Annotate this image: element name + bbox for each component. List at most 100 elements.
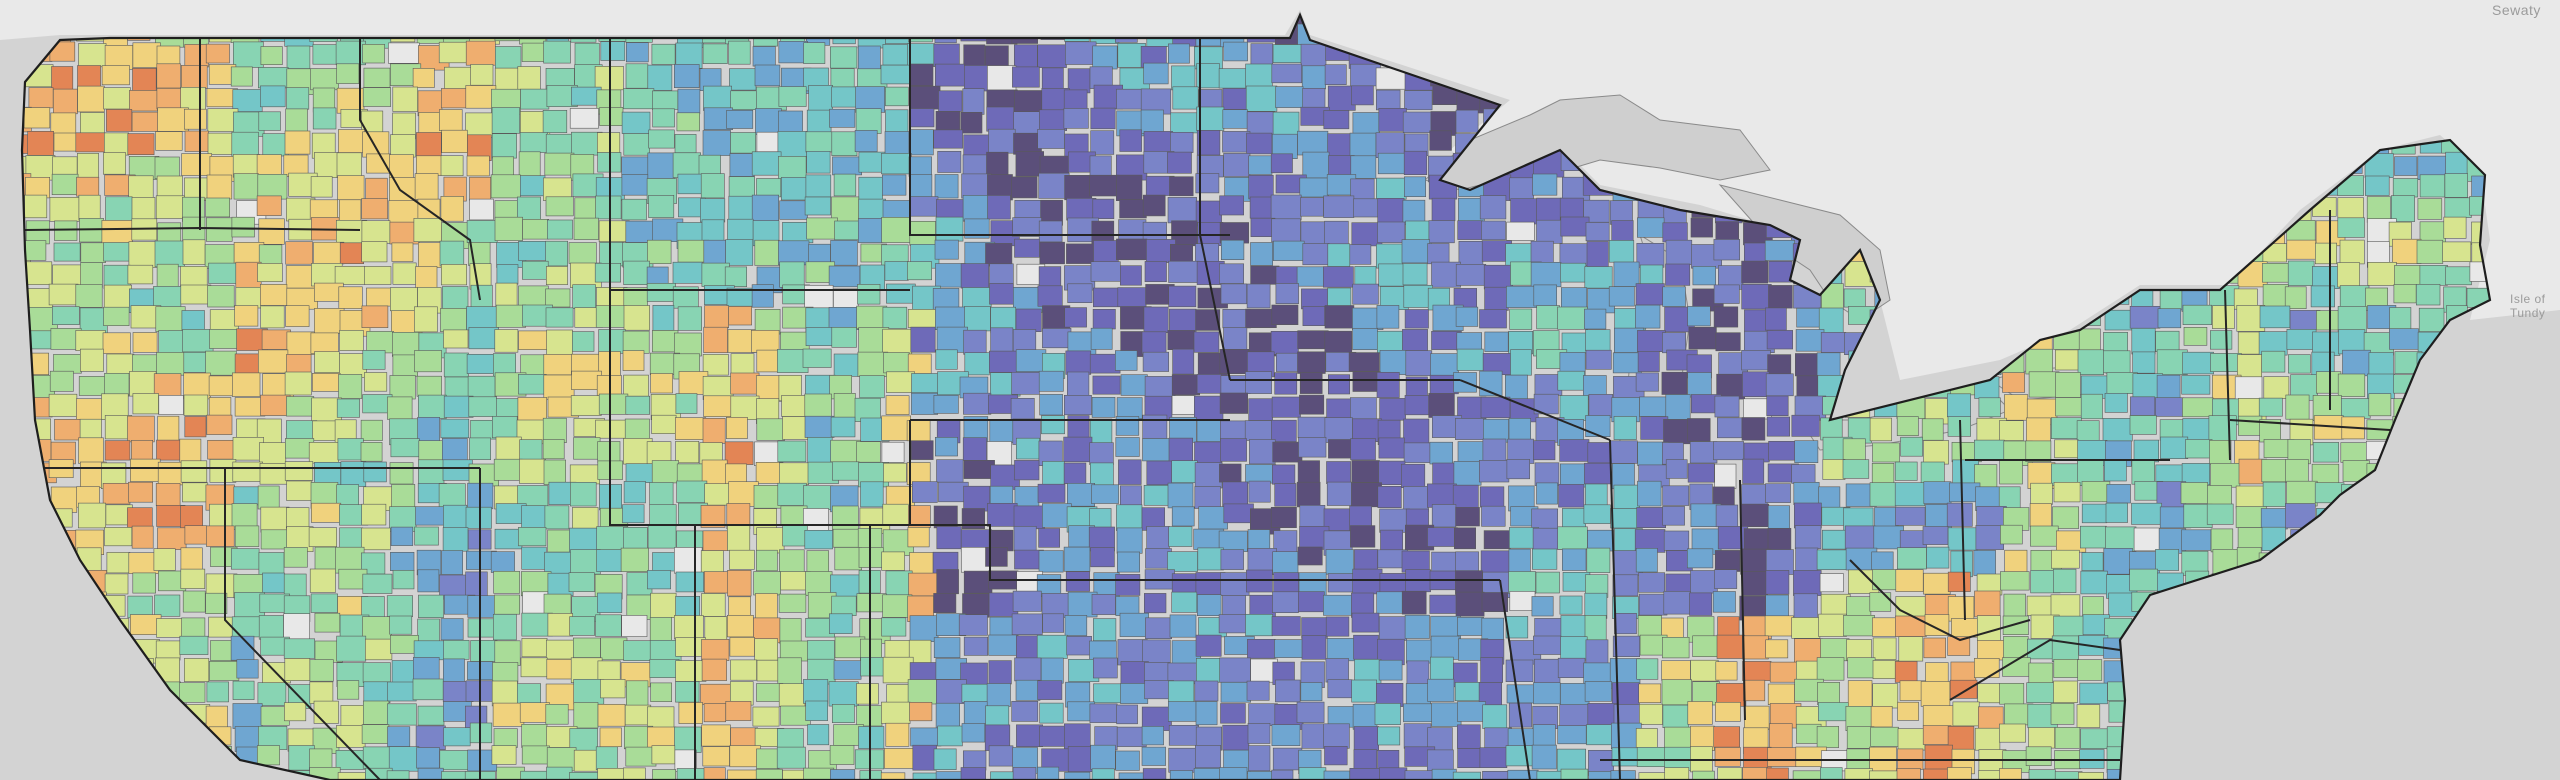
county-cell[interactable]: [1323, 266, 1354, 288]
county-cell[interactable]: [1793, 481, 1820, 505]
county-cell[interactable]: [1088, 526, 1115, 552]
county-cell[interactable]: [1481, 592, 1509, 613]
county-cell[interactable]: [1271, 63, 1303, 84]
county-cell[interactable]: [1349, 767, 1382, 780]
county-cell[interactable]: [729, 637, 755, 657]
county-cell[interactable]: [1613, 484, 1640, 510]
county-cell[interactable]: [2081, 552, 2104, 571]
county-cell[interactable]: [362, 616, 392, 641]
county-cell[interactable]: [829, 745, 855, 765]
county-cell[interactable]: [362, 700, 390, 725]
county-cell[interactable]: [206, 174, 233, 200]
county-cell[interactable]: [417, 569, 440, 593]
county-cell[interactable]: [756, 748, 780, 769]
county-cell[interactable]: [364, 638, 393, 661]
county-cell[interactable]: [232, 703, 263, 729]
county-cell[interactable]: [909, 552, 934, 575]
county-cell[interactable]: [2157, 308, 2182, 329]
county-cell[interactable]: [828, 613, 853, 634]
county-cell[interactable]: [1349, 244, 1372, 265]
county-cell[interactable]: [1796, 307, 1821, 328]
county-cell[interactable]: [496, 264, 519, 285]
county-cell[interactable]: [1454, 682, 1483, 702]
county-cell[interactable]: [2132, 351, 2156, 374]
county-cell[interactable]: [964, 305, 991, 332]
county-cell[interactable]: [1895, 615, 1927, 637]
county-cell[interactable]: [1505, 374, 1528, 400]
county-cell[interactable]: [1533, 284, 1558, 307]
county-cell[interactable]: [1429, 130, 1452, 151]
county-cell[interactable]: [314, 612, 341, 633]
county-cell[interactable]: [1895, 506, 1926, 526]
county-cell[interactable]: [131, 439, 153, 460]
county-cell[interactable]: [599, 242, 624, 267]
county-cell[interactable]: [412, 678, 444, 701]
county-cell[interactable]: [676, 463, 705, 484]
county-cell[interactable]: [751, 194, 780, 222]
county-cell[interactable]: [728, 306, 753, 326]
county-cell[interactable]: [206, 525, 235, 547]
county-cell[interactable]: [1324, 305, 1355, 329]
county-cell[interactable]: [361, 596, 385, 618]
county-cell[interactable]: [1193, 767, 1223, 780]
county-cell[interactable]: [1559, 243, 1591, 266]
county-cell[interactable]: [493, 570, 520, 594]
county-cell[interactable]: [1766, 330, 1793, 350]
county-cell[interactable]: [987, 65, 1017, 92]
county-cell[interactable]: [755, 593, 778, 620]
county-cell[interactable]: [595, 305, 628, 328]
county-cell[interactable]: [958, 614, 988, 636]
county-cell[interactable]: [418, 459, 445, 485]
county-cell[interactable]: [231, 131, 259, 157]
county-cell[interactable]: [1792, 770, 1824, 780]
county-cell[interactable]: [804, 196, 831, 216]
county-cell[interactable]: [1091, 484, 1119, 504]
county-cell[interactable]: [1042, 460, 1065, 488]
county-cell[interactable]: [1328, 155, 1355, 177]
county-cell[interactable]: [2002, 372, 2025, 393]
county-cell[interactable]: [1271, 419, 1297, 443]
county-cell[interactable]: [1298, 591, 1325, 613]
county-cell[interactable]: [856, 593, 887, 613]
county-cell[interactable]: [1246, 132, 1273, 155]
county-cell[interactable]: [364, 372, 388, 392]
county-cell[interactable]: [156, 63, 181, 89]
county-cell[interactable]: [907, 353, 932, 375]
county-cell[interactable]: [182, 329, 214, 353]
county-cell[interactable]: [828, 265, 861, 288]
county-cell[interactable]: [180, 284, 212, 305]
county-cell[interactable]: [1404, 176, 1427, 198]
county-cell[interactable]: [51, 173, 79, 195]
county-cell[interactable]: [727, 569, 752, 597]
county-cell[interactable]: [1115, 350, 1138, 371]
county-cell[interactable]: [1662, 636, 1690, 659]
county-cell[interactable]: [1219, 392, 1248, 414]
county-cell[interactable]: [1194, 680, 1219, 702]
county-cell[interactable]: [390, 526, 414, 546]
county-cell[interactable]: [2053, 568, 2077, 593]
county-cell[interactable]: [257, 263, 283, 282]
county-cell[interactable]: [856, 683, 879, 705]
county-cell[interactable]: [1351, 482, 1382, 508]
county-cell[interactable]: [1479, 486, 1505, 508]
county-cell[interactable]: [363, 461, 387, 483]
county-cell[interactable]: [1767, 527, 1792, 551]
county-cell[interactable]: [467, 595, 496, 618]
county-cell[interactable]: [1765, 570, 1790, 595]
county-cell[interactable]: [283, 613, 311, 640]
county-cell[interactable]: [1350, 155, 1377, 179]
county-cell[interactable]: [1818, 702, 1849, 722]
county-cell[interactable]: [2052, 506, 2080, 529]
county-cell[interactable]: [1012, 329, 1037, 354]
county-cell[interactable]: [1665, 263, 1691, 286]
county-cell[interactable]: [338, 129, 365, 153]
county-cell[interactable]: [1742, 371, 1770, 397]
county-cell[interactable]: [1011, 371, 1040, 395]
county-cell[interactable]: [104, 527, 133, 547]
county-cell[interactable]: [1665, 459, 1688, 479]
county-cell[interactable]: [1115, 750, 1140, 771]
county-cell[interactable]: [416, 747, 440, 769]
county-cell[interactable]: [2131, 327, 2156, 355]
county-cell[interactable]: [1120, 485, 1142, 508]
county-cell[interactable]: [310, 68, 339, 91]
